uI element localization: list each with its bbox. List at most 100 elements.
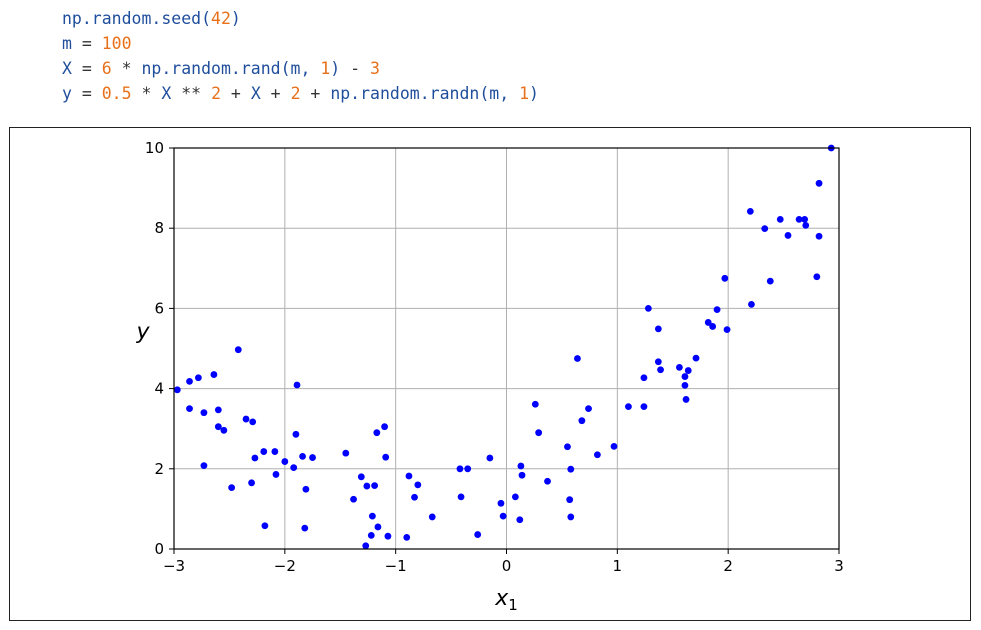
code-identifier: m (62, 34, 72, 53)
data-point (531, 400, 539, 408)
code-operator: * (111, 59, 142, 78)
x-axis-label-subscript: 1 (508, 596, 518, 614)
data-point (516, 516, 524, 524)
code-identifier: ) (529, 84, 539, 103)
data-point (214, 423, 222, 431)
code-operator: + (260, 84, 291, 103)
x-tick-label: 1 (613, 557, 623, 575)
data-point (657, 366, 664, 374)
data-point (486, 454, 494, 462)
data-point (499, 512, 507, 520)
code-block: np.random.seed(42) m = 100 X = 6 * np.rand… (62, 6, 539, 106)
data-point (350, 495, 357, 503)
code-number: 2 (290, 84, 301, 103)
code-line: y = 0.5 * X ** 2 + X + 2 + np.random.ran… (62, 81, 539, 106)
code-operator: = (71, 59, 102, 78)
data-point (681, 381, 689, 389)
data-point (382, 453, 390, 461)
data-point (517, 462, 525, 470)
x-axis-label-main: x (494, 586, 509, 611)
code-identifier: np.random.seed( (62, 9, 212, 28)
data-point (766, 277, 774, 285)
x-tick-label: −1 (385, 557, 407, 575)
code-number: 42 (211, 9, 231, 28)
data-point (815, 232, 823, 240)
code-operator: + (221, 84, 251, 103)
y-tick-label: 0 (154, 540, 164, 558)
data-point (299, 452, 306, 460)
data-point (566, 496, 574, 504)
data-point (309, 454, 316, 461)
data-point (214, 406, 222, 414)
data-point (271, 448, 279, 455)
data-point (795, 215, 803, 223)
data-point (405, 472, 413, 480)
y-tick-label: 2 (154, 460, 164, 478)
data-point (371, 482, 379, 490)
code-identifier: X (62, 59, 72, 78)
data-point (272, 471, 280, 478)
data-point (200, 462, 208, 469)
code-number: 6 (101, 59, 112, 78)
data-point (676, 363, 683, 371)
data-point (456, 465, 464, 473)
data-point (342, 449, 350, 457)
code-operator: ** (171, 84, 212, 103)
data-point (585, 405, 592, 413)
code-operator: - (340, 59, 370, 78)
x-tick-label: 3 (834, 557, 844, 575)
data-point (815, 179, 823, 187)
data-point (801, 215, 809, 223)
data-point (654, 325, 662, 333)
data-point (682, 396, 690, 403)
x-axis-label: x1 (494, 586, 518, 614)
x-tick-label: −2 (274, 557, 296, 575)
data-point (684, 367, 692, 374)
data-point (357, 473, 365, 481)
data-point (228, 484, 236, 492)
data-point (234, 346, 242, 354)
data-point (220, 426, 228, 434)
data-point (261, 522, 269, 530)
data-point (474, 531, 482, 538)
data-point (210, 371, 218, 378)
code-identifier: y (62, 84, 72, 103)
data-point (363, 482, 371, 490)
code-operator: * (131, 84, 162, 103)
code-line: np.random.seed(42) (62, 6, 539, 31)
data-point (293, 381, 301, 389)
code-number: 1 (320, 59, 331, 78)
data-point (290, 464, 298, 471)
data-point (721, 274, 729, 282)
data-point (567, 465, 575, 473)
code-identifier: ) (330, 59, 341, 78)
y-tick-label: 10 (145, 139, 164, 157)
x-tick-label: −3 (163, 557, 185, 575)
code-operator: = (71, 84, 102, 103)
data-point (249, 418, 257, 426)
data-point (373, 429, 381, 437)
data-point (362, 542, 370, 550)
data-point (567, 513, 575, 521)
data-point (368, 512, 376, 520)
data-point (403, 533, 411, 541)
data-point (292, 430, 300, 438)
data-point (746, 207, 754, 215)
code-identifier: np.random.randn(m, (330, 84, 520, 103)
data-point (384, 532, 392, 540)
code-identifier: X (161, 84, 172, 103)
data-point (200, 409, 208, 417)
data-point (535, 429, 543, 437)
code-identifier: X (250, 84, 261, 103)
data-point (593, 451, 601, 459)
code-operator: + (300, 84, 331, 103)
data-point (374, 523, 382, 531)
data-point (381, 423, 388, 431)
data-point (251, 454, 259, 462)
data-point (761, 225, 769, 233)
data-point (564, 443, 571, 451)
data-point (186, 405, 193, 413)
data-point (610, 442, 618, 450)
data-point (367, 531, 375, 539)
data-point (248, 479, 255, 487)
